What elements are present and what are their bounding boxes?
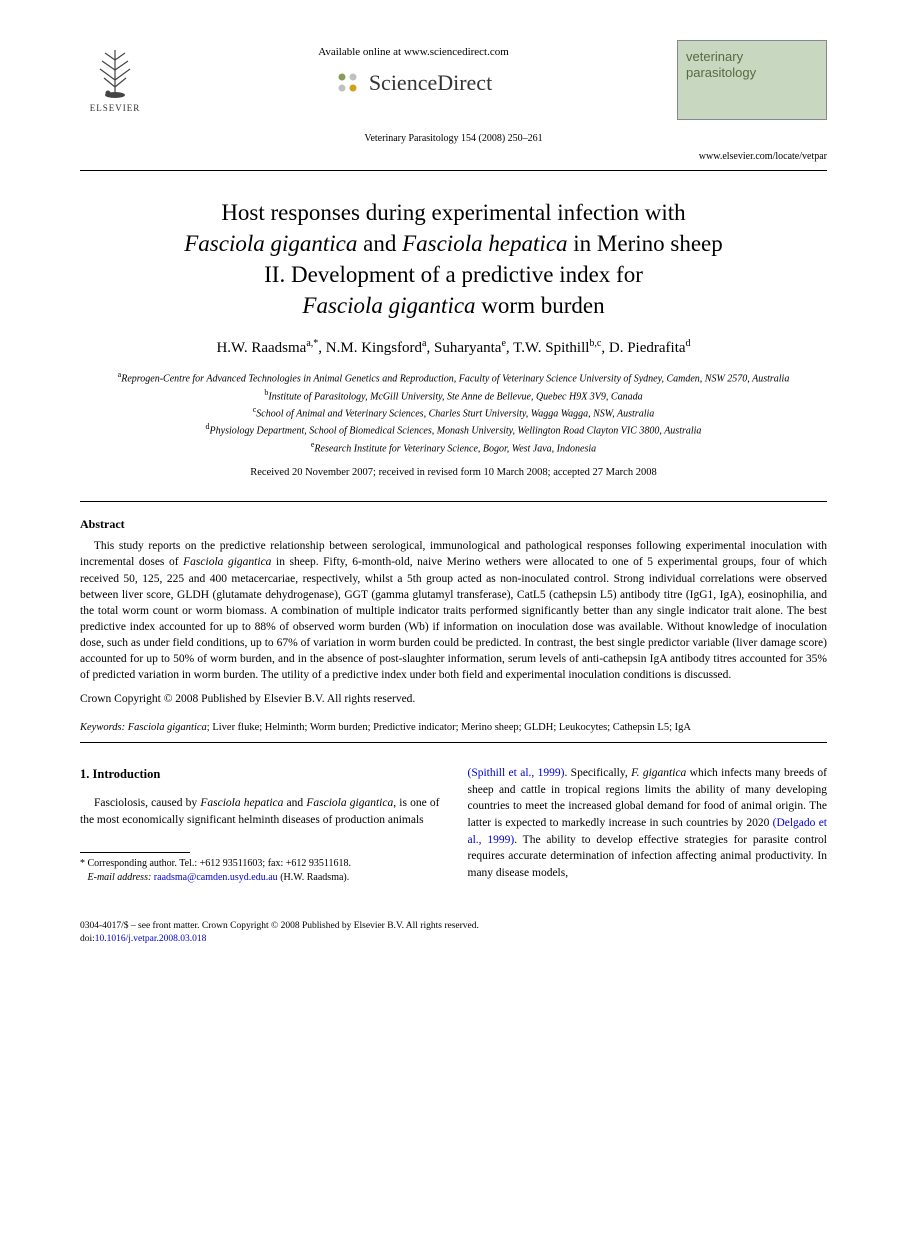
ref-spithill[interactable]: (Spithill et al., 1999) (468, 767, 565, 779)
email-address[interactable]: raadsma@camden.usyd.edu.au (154, 872, 278, 883)
publisher-name: ELSEVIER (90, 102, 141, 115)
body-columns: 1. Introduction Fasciolosis, caused by F… (80, 743, 827, 884)
abstract-text: This study reports on the predictive rel… (80, 538, 827, 683)
title-line1: Host responses during experimental infec… (221, 200, 685, 225)
author-2-aff: a (422, 338, 426, 349)
journal-url: www.elsevier.com/locate/vetpar (80, 150, 827, 164)
right-column: (Spithill et al., 1999). Specifically, F… (468, 743, 828, 884)
available-online-text: Available online at www.sciencedirect.co… (150, 45, 677, 60)
title-mid: and (357, 231, 402, 256)
article-dates: Received 20 November 2007; received in r… (80, 466, 827, 481)
email-label: E-mail address: (88, 872, 152, 883)
intro-col1-sp1: Fasciola hepatica (200, 797, 283, 809)
abstract-copyright: Crown Copyright © 2008 Published by Else… (80, 691, 827, 707)
sciencedirect-brand: ScienceDirect (150, 68, 677, 99)
intro-col2-post: . The ability to develop effective strat… (468, 834, 828, 879)
author-4: T.W. Spithill (513, 340, 589, 356)
sciencedirect-icon (335, 70, 363, 98)
author-3-aff: e (501, 338, 505, 349)
journal-cover-box: veterinary parasitology (677, 40, 827, 120)
author-1: H.W. Raadsma (216, 340, 306, 356)
author-5: D. Piedrafita (609, 340, 686, 356)
intro-paragraph-right: (Spithill et al., 1999). Specifically, F… (468, 765, 828, 882)
corresponding-footnote: * Corresponding author. Tel.: +612 93511… (80, 857, 440, 884)
affiliation-d: Physiology Department, School of Biomedi… (210, 426, 702, 437)
affiliation-a: Reprogen-Centre for Advanced Technologie… (121, 374, 789, 385)
intro-col2-sp1: F. gigantica (631, 767, 686, 779)
footer-block: 0304-4017/$ – see front matter. Crown Co… (80, 920, 827, 946)
doi-line: doi:10.1016/j.vetpar.2008.03.018 (80, 933, 827, 946)
intro-col1-pre: Fasciolosis, caused by (94, 797, 200, 809)
corr-author-line: * Corresponding author. Tel.: +612 93511… (80, 857, 440, 871)
doi-value[interactable]: 10.1016/j.vetpar.2008.03.018 (95, 934, 207, 944)
author-2: N.M. Kingsford (326, 340, 422, 356)
intro-paragraph-left: Fasciolosis, caused by Fasciola hepatica… (80, 795, 440, 828)
title-species2: Fasciola hepatica (402, 231, 567, 256)
doi-label: doi: (80, 934, 95, 944)
journal-box-line2: parasitology (686, 65, 818, 81)
author-3: Suharyanta (434, 340, 501, 356)
title-line4-post: worm burden (476, 293, 605, 318)
keywords-first: Fasciola gigantica (128, 722, 207, 733)
email-line: E-mail address: raadsma@camden.usyd.edu.… (80, 871, 440, 885)
footnote-separator (80, 852, 190, 853)
title-species3: Fasciola gigantica (302, 293, 475, 318)
author-list: H.W. Raadsmaa,*, N.M. Kingsforda, Suhary… (80, 337, 827, 359)
affiliation-e: Research Institute for Veterinary Scienc… (314, 443, 596, 454)
affiliation-c: School of Animal and Veterinary Sciences… (256, 408, 654, 419)
header-rule (80, 170, 827, 171)
journal-box-line1: veterinary (686, 49, 818, 65)
center-header: Available online at www.sciencedirect.co… (150, 40, 677, 99)
affiliations: aReprogen-Centre for Advanced Technologi… (80, 369, 827, 456)
intro-col2-pre: . Specifically, (564, 767, 631, 779)
abstract-species: Fasciola gigantica (183, 556, 271, 568)
keywords-line: Keywords: Fasciola gigantica; Liver fluk… (80, 721, 827, 736)
header-row: ELSEVIER Available online at www.science… (80, 40, 827, 120)
elsevier-logo: ELSEVIER (80, 40, 150, 120)
author-5-aff: d (686, 338, 691, 349)
intro-col1-sp2: Fasciola gigantica (306, 797, 393, 809)
intro-col1-mid: and (283, 797, 306, 809)
title-line3: II. Development of a predictive index fo… (264, 262, 643, 287)
author-1-corr: * (313, 338, 318, 349)
article-title: Host responses during experimental infec… (80, 197, 827, 321)
left-column: 1. Introduction Fasciolosis, caused by F… (80, 743, 440, 884)
citation-line: Veterinary Parasitology 154 (2008) 250–2… (80, 132, 827, 146)
elsevier-tree-icon (90, 45, 140, 100)
abstract-heading: Abstract (80, 516, 827, 533)
keywords-label: Keywords: (80, 722, 125, 733)
title-line2-post: in Merino sheep (568, 231, 723, 256)
intro-heading: 1. Introduction (80, 765, 440, 783)
author-4-aff: b,c (589, 338, 601, 349)
abstract-post: in sheep. Fifty, 6-month-old, naive Meri… (80, 556, 827, 681)
affiliation-b: Institute of Parasitology, McGill Univer… (268, 391, 642, 402)
sciencedirect-text: ScienceDirect (369, 68, 492, 99)
keywords-rest: ; Liver fluke; Helminth; Worm burden; Pr… (207, 722, 691, 733)
email-post: (H.W. Raadsma). (278, 872, 350, 883)
title-species1: Fasciola gigantica (184, 231, 357, 256)
issn-line: 0304-4017/$ – see front matter. Crown Co… (80, 920, 827, 933)
